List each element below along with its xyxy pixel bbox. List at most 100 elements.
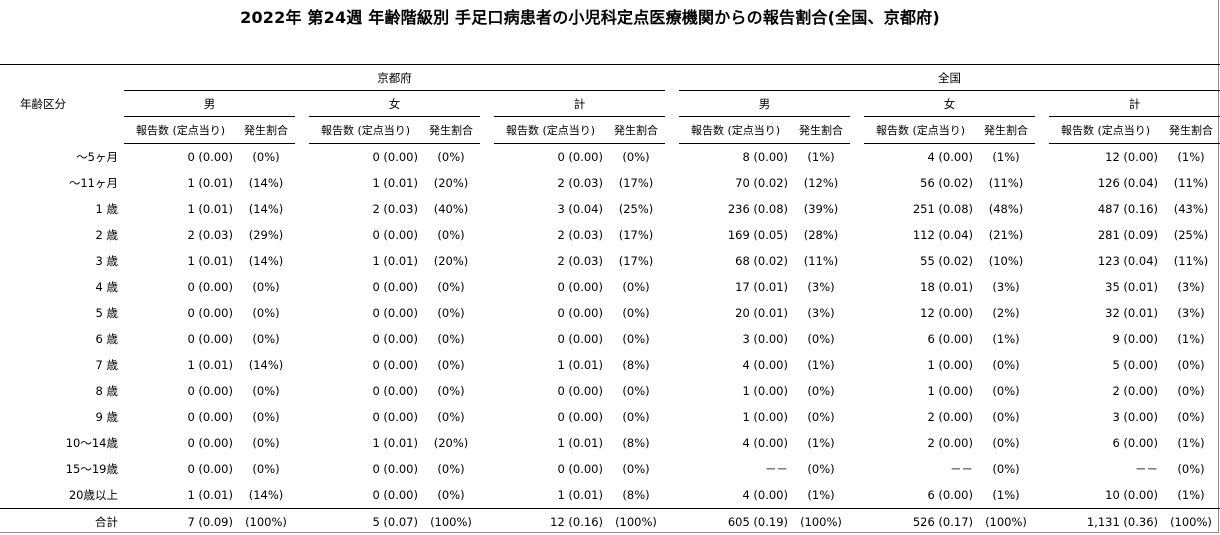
ratio-cell: (20%) [422,170,480,196]
column-gap [295,248,309,274]
report-count-cell: 0 (0.00) [309,404,422,430]
report-count-cell: 605 (0.19) [679,509,792,535]
column-gap [295,456,309,482]
column-gap [295,509,309,535]
ratio-cell: (0%) [422,482,480,509]
report-count-cell: －－ [1049,456,1162,482]
column-gap [1035,196,1049,222]
ratio-cell: (3%) [1162,274,1220,300]
report-count-cell: 0 (0.00) [494,378,607,404]
report-count-cell: 0 (0.00) [494,144,607,171]
age-cell: 6 歳 [0,326,124,352]
ratio-cell: (1%) [977,482,1035,509]
ratio-cell: (39%) [792,196,850,222]
age-cell: 9 歳 [0,404,124,430]
column-gap [1035,326,1049,352]
report-count-cell: 0 (0.00) [124,378,237,404]
age-cell: 10～14歳 [0,430,124,456]
report-count-cell: －－ [864,456,977,482]
report-count-cell: 251 (0.08) [864,196,977,222]
ratio-cell: (3%) [1162,300,1220,326]
column-gap [850,222,864,248]
ratio-cell: (0%) [1162,352,1220,378]
column-gap [665,378,679,404]
national-total-header: 計 [1049,91,1220,117]
report-count-cell: 3 (0.00) [679,326,792,352]
age-column-header: 年齢区分 [0,65,124,144]
column-gap [850,170,864,196]
column-gap [850,430,864,456]
ratio-cell: (20%) [422,430,480,456]
ratio-cell: (14%) [237,170,295,196]
report-count-cell: 0 (0.00) [494,274,607,300]
report-count-cell: 2 (0.03) [124,222,237,248]
report-count-cell: －－ [679,456,792,482]
report-count-cell: 35 (0.01) [1049,274,1162,300]
column-gap [850,482,864,509]
report-count-cell: 18 (0.01) [864,274,977,300]
report-count-cell: 0 (0.00) [124,326,237,352]
ratio-cell: (1%) [1162,430,1220,456]
ratio-cell: (0%) [237,300,295,326]
report-count-cell: 0 (0.00) [124,300,237,326]
report-count-cell: 281 (0.09) [1049,222,1162,248]
age-cell: 3 歳 [0,248,124,274]
report-count-cell: 1 (0.01) [309,170,422,196]
ratio-cell: (17%) [607,248,665,274]
column-gap [295,144,309,171]
column-gap [665,144,679,171]
report-count-cell: 0 (0.00) [309,482,422,509]
ratio-cell: (0%) [977,456,1035,482]
report-count-header: 報告数 (定点当り) [679,117,792,144]
age-cell: 4 歳 [0,274,124,300]
ratio-cell: (0%) [237,144,295,171]
report-count-cell: 0 (0.00) [309,222,422,248]
column-gap [665,352,679,378]
ratio-cell: (0%) [792,326,850,352]
report-count-cell: 17 (0.01) [679,274,792,300]
report-count-cell: 4 (0.00) [679,352,792,378]
report-count-cell: 0 (0.00) [494,326,607,352]
report-count-header: 報告数 (定点当り) [864,117,977,144]
report-count-cell: 6 (0.00) [864,326,977,352]
report-count-cell: 1,131 (0.36) [1049,509,1162,535]
column-gap [480,326,494,352]
report-count-cell: 5 (0.00) [1049,352,1162,378]
report-count-cell: 0 (0.00) [309,352,422,378]
report-count-cell: 20 (0.01) [679,300,792,326]
ratio-cell: (8%) [607,482,665,509]
ratio-cell: (1%) [977,144,1035,171]
ratio-header: 発生割合 [237,117,295,144]
report-count-cell: 1 (0.01) [124,352,237,378]
kyoto-female-header: 女 [309,91,480,117]
age-cell: 15～19歳 [0,456,124,482]
column-gap [665,509,679,535]
age-cell: ～11ヶ月 [0,170,124,196]
ratio-cell: (2%) [977,300,1035,326]
report-count-cell: 0 (0.00) [309,378,422,404]
report-count-cell: 1 (0.01) [124,170,237,196]
report-count-cell: 2 (0.00) [864,404,977,430]
column-gap [295,430,309,456]
ratio-header: 発生割合 [977,117,1035,144]
column-gap [665,482,679,509]
column-gap [1035,404,1049,430]
region-header-national: 全国 [679,65,1220,91]
report-count-cell: 55 (0.02) [864,248,977,274]
report-count-cell: 1 (0.01) [309,430,422,456]
column-gap [850,144,864,171]
ratio-header: 発生割合 [792,117,850,144]
kyoto-total-header: 計 [494,91,665,117]
column-gap [665,196,679,222]
ratio-cell: (3%) [977,274,1035,300]
report-count-cell: 0 (0.00) [494,300,607,326]
report-count-cell: 2 (0.03) [494,248,607,274]
column-gap [295,482,309,509]
report-count-cell: 8 (0.00) [679,144,792,171]
ratio-cell: (0%) [237,378,295,404]
